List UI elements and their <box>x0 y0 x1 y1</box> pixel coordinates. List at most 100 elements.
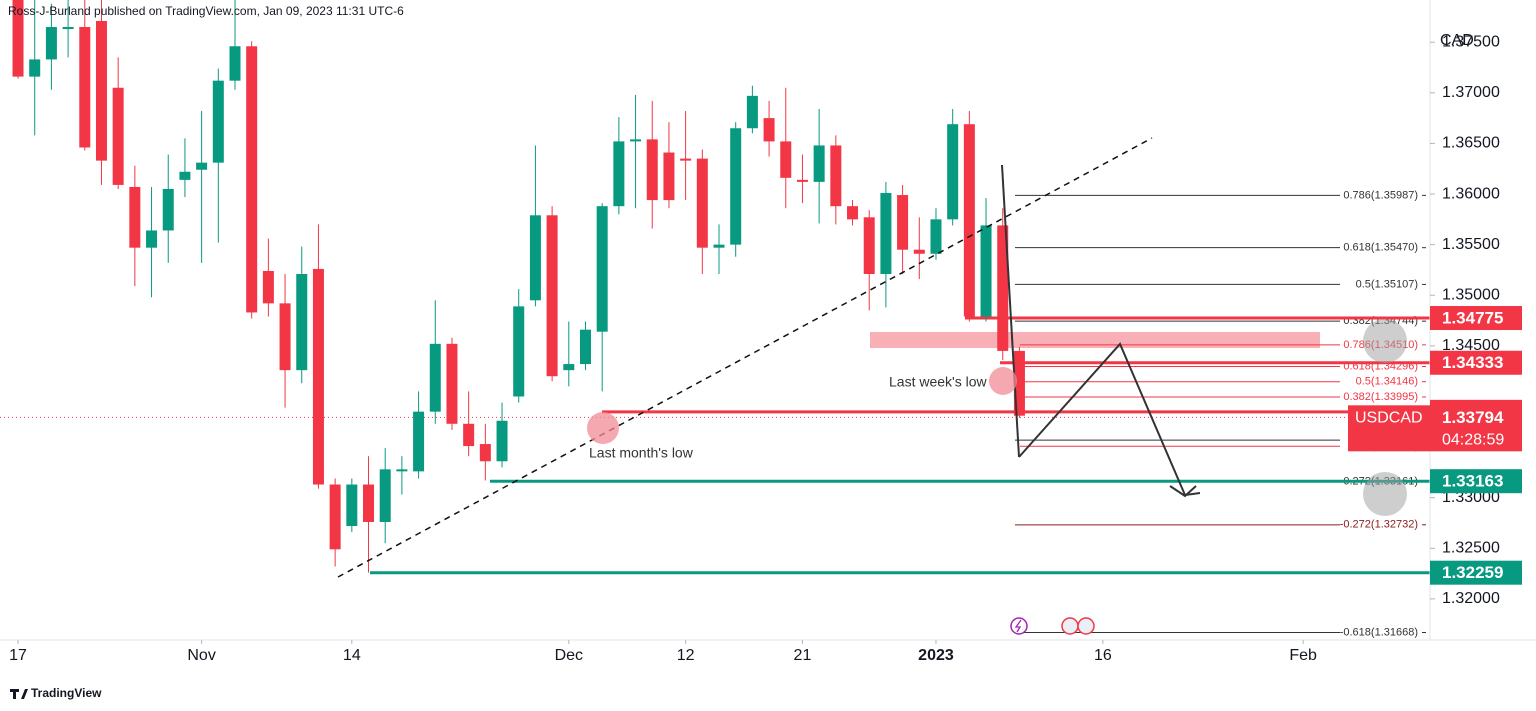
fib-label: -0.272(1.32732) <box>1340 519 1418 531</box>
logo <box>10 689 28 699</box>
candle-body <box>496 420 508 462</box>
candle-body <box>162 188 174 231</box>
candle-body <box>12 0 24 77</box>
projection-path <box>1018 342 1186 496</box>
candle-body <box>630 139 642 142</box>
candle-body <box>963 124 975 317</box>
candle-body <box>763 118 775 142</box>
candle-body <box>45 27 57 60</box>
x-tick-label: Dec <box>555 647 583 664</box>
candle-body <box>529 215 541 301</box>
x-tick-label: 16 <box>1094 647 1112 664</box>
candle-body <box>847 206 859 220</box>
candle-body <box>930 219 942 254</box>
price-tag <box>1430 350 1522 375</box>
price-tag <box>1430 306 1522 331</box>
x-tick-label: 12 <box>677 647 695 664</box>
currency-label: CAD <box>1440 32 1474 49</box>
candle-body <box>129 186 141 248</box>
price-tag <box>1430 469 1522 494</box>
candle-body <box>279 303 291 371</box>
fib-label: -0.618(1.31668) <box>1340 626 1418 638</box>
price-tag-label: 1.34775 <box>1442 309 1503 328</box>
fib-label: 0.5(1.35107) <box>1356 278 1418 290</box>
y-tick-label: 1.35000 <box>1442 286 1500 303</box>
event-icon[interactable] <box>1077 617 1095 635</box>
candle-body <box>246 46 258 313</box>
candle-body <box>796 179 808 182</box>
candle-body <box>680 158 692 161</box>
candle-body <box>513 306 525 397</box>
candle-body <box>596 206 608 332</box>
x-tick-label: 14 <box>343 647 361 664</box>
x-tick-label: Feb <box>1289 647 1317 664</box>
candle-body <box>363 484 375 522</box>
candle-body <box>913 249 925 254</box>
candle-body <box>830 145 842 207</box>
zone <box>870 332 1320 348</box>
y-tick-label: 1.32500 <box>1442 540 1500 557</box>
drawn-line <box>1001 164 1020 458</box>
candle-body <box>613 141 625 207</box>
last-price-tag <box>1348 405 1522 452</box>
candle-body <box>863 217 875 274</box>
candle-body <box>780 141 792 178</box>
candle-body <box>346 484 358 527</box>
price-tag-label: 1.32259 <box>1442 563 1503 582</box>
candle-body <box>897 195 909 250</box>
candle-body <box>396 469 408 472</box>
candle-body <box>262 270 274 304</box>
arrow-head <box>1169 485 1197 498</box>
candle-body <box>212 80 224 163</box>
arrow-tail <box>1184 492 1201 496</box>
footer: TradingView <box>31 686 102 700</box>
event-icon-glyph <box>1014 619 1022 633</box>
candle-body <box>713 244 725 248</box>
candle-body <box>563 364 575 371</box>
candle-body <box>663 152 675 201</box>
candle-body <box>730 128 742 245</box>
candle-body <box>95 20 107 161</box>
candle-body <box>579 329 591 365</box>
y-tick-label: 1.34500 <box>1442 337 1500 354</box>
x-tick-label: 2023 <box>918 647 954 664</box>
candle-body <box>813 145 825 182</box>
candle-body <box>463 423 475 447</box>
candle-body <box>947 124 959 220</box>
fib-label: 0.786(1.35987) <box>1343 189 1418 201</box>
marker-circle <box>989 367 1017 395</box>
candle-body <box>29 59 41 77</box>
candle-body <box>429 343 441 412</box>
header: Ross-J-Burland published on TradingView.… <box>8 4 404 18</box>
candle-body <box>546 215 558 377</box>
candle-body <box>446 343 458 424</box>
candle-body <box>1013 350 1025 416</box>
candle-body <box>312 268 324 485</box>
y-tick-label: 1.32000 <box>1442 590 1500 607</box>
marker-circle <box>1363 319 1407 363</box>
candle-body <box>329 484 341 550</box>
x-tick-label: 21 <box>794 647 812 664</box>
x-tick-label: Nov <box>187 647 215 664</box>
y-tick-label: 1.37500 <box>1442 33 1500 50</box>
x-tick-label: 17 <box>9 647 27 664</box>
candle-body <box>997 225 1009 351</box>
candle-body <box>62 27 74 30</box>
candle-body <box>379 469 391 522</box>
candle-body <box>112 87 124 185</box>
symbol-label: USDCAD <box>1355 410 1423 427</box>
candle-body <box>746 95 758 129</box>
y-tick-label: 1.36500 <box>1442 135 1500 152</box>
y-tick-label: 1.36000 <box>1442 185 1500 202</box>
annotation: Last month's low <box>589 445 694 461</box>
event-icon[interactable] <box>1061 617 1079 635</box>
candle-body <box>980 225 992 317</box>
event-icon[interactable] <box>1010 617 1028 635</box>
candle-body <box>296 273 308 371</box>
price-tag <box>1430 560 1522 585</box>
candle-body <box>413 411 425 472</box>
candle-body <box>79 27 91 148</box>
price-tag-label: 1.34333 <box>1442 353 1503 372</box>
